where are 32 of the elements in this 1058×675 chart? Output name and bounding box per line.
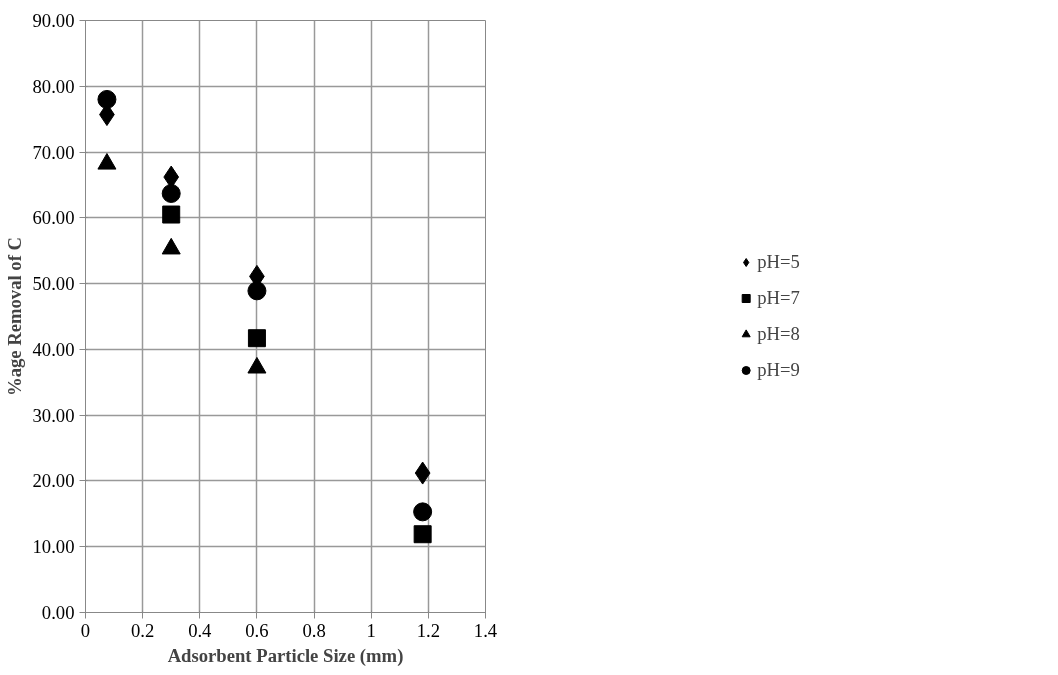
y-tick-label: 0.00 (41, 602, 75, 623)
legend-label: pH=7 (757, 287, 800, 309)
y-tick-label: 50.00 (32, 273, 75, 295)
point (247, 329, 266, 348)
x-axis-title: Adsorbent Particle Size (mm) (167, 644, 404, 667)
x-tick-label: 0.6 (245, 619, 269, 641)
legend-label: pH=9 (757, 359, 800, 381)
x-tick-label: 0 (80, 619, 91, 641)
x-tick-label: 1.2 (416, 619, 441, 641)
x-tick-label: 1 (366, 619, 376, 641)
y-tick-label: 30.00 (32, 404, 75, 426)
y-tick-label: 90.00 (32, 10, 75, 31)
legend-label: pH=5 (757, 251, 800, 273)
y-tick-label: 60.00 (32, 207, 75, 229)
x-tick-label: 0.4 (188, 619, 213, 641)
y-tick-label: 10.00 (32, 536, 75, 558)
y-axis-title: %age Removal of C (3, 236, 25, 397)
point (161, 184, 181, 203)
point (413, 525, 432, 544)
y-tick-label: 70.00 (32, 141, 75, 163)
x-tick-label: 0.8 (302, 619, 326, 641)
point (414, 461, 431, 485)
x-tick-label: 1.4 (473, 619, 498, 641)
point (97, 89, 117, 109)
point (162, 205, 181, 224)
point (247, 281, 267, 301)
y-tick-label: 20.00 (32, 470, 75, 492)
point (413, 502, 433, 522)
y-tick-label: 40.00 (32, 338, 75, 360)
x-tick-label: 0.2 (130, 619, 155, 641)
legend-label: pH=8 (757, 323, 800, 345)
y-tick-label: 80.00 (32, 75, 75, 97)
